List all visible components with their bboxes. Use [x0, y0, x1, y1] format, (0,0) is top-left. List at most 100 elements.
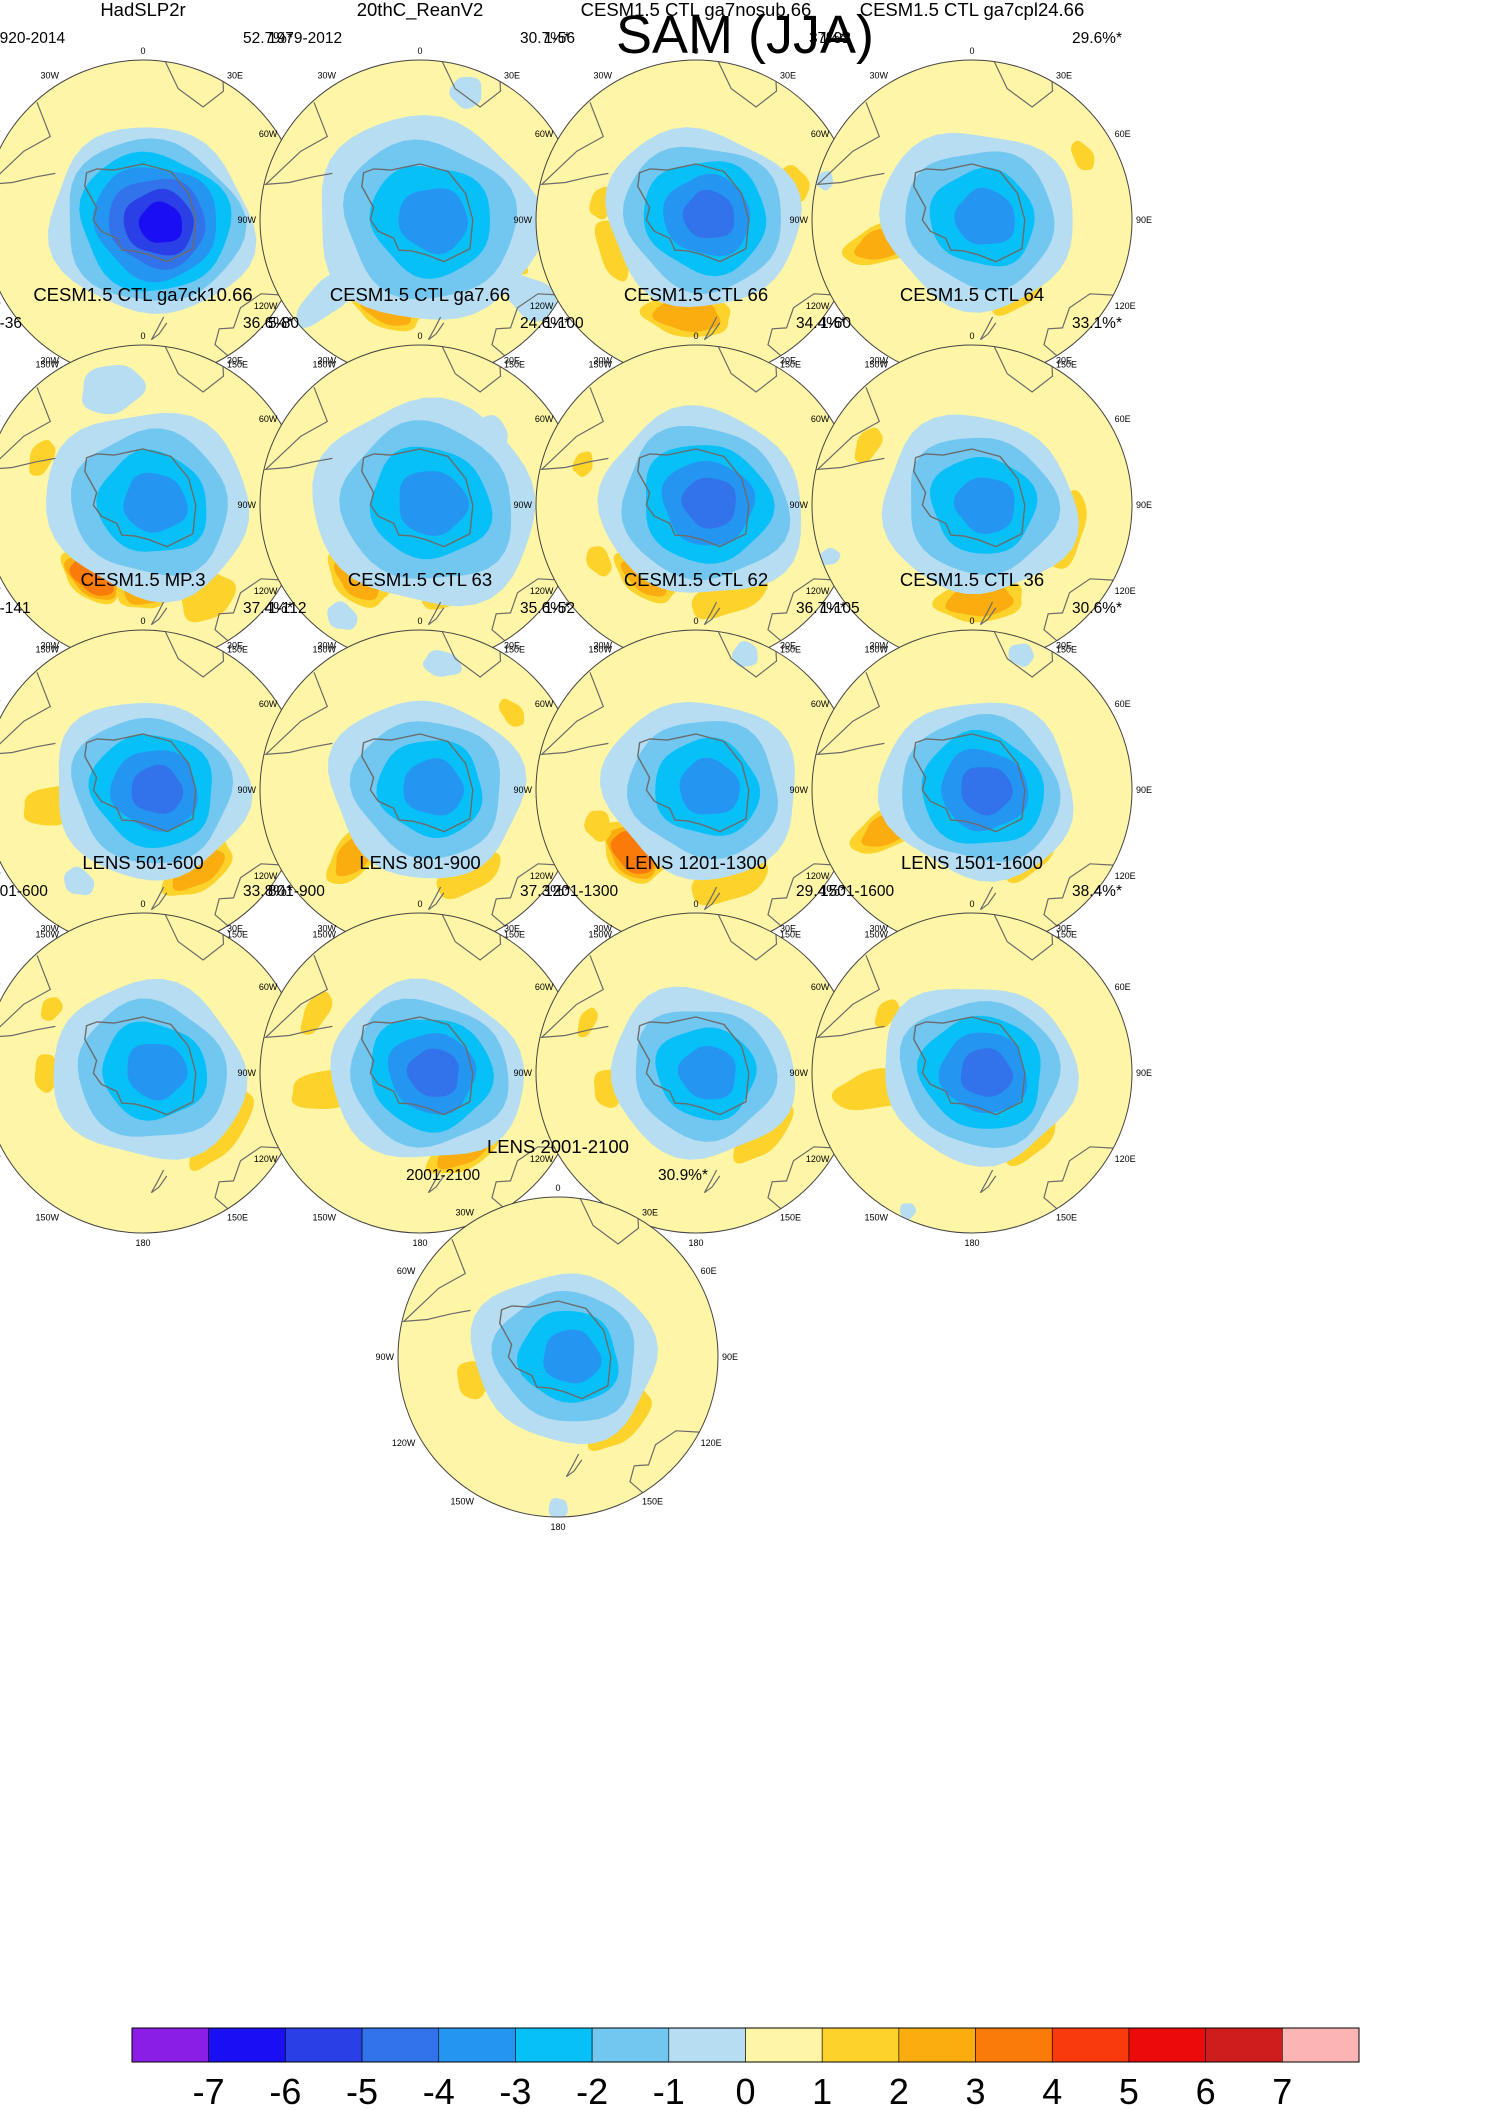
lon-label: 30W	[869, 70, 888, 80]
lon-label: 30W	[40, 70, 59, 80]
low-pressure-contour	[681, 477, 736, 529]
lon-label: 90W	[789, 500, 808, 510]
panel-period: 1-105	[820, 600, 860, 617]
lon-label: 30E	[1056, 70, 1072, 80]
australia-coastline	[491, 293, 562, 357]
south-america-coastline	[264, 955, 333, 1039]
colorbar-swatch	[131, 2027, 209, 2063]
low-pressure-contour	[131, 764, 184, 814]
panel-variance: 35.6%*	[520, 600, 570, 617]
lon-label: 60W	[535, 129, 554, 139]
lon-label: 90W	[513, 215, 532, 225]
lon-label: 0	[969, 331, 974, 341]
lon-label: 30E	[227, 70, 243, 80]
lon-label: 60W	[259, 129, 278, 139]
anomaly-contour	[40, 997, 63, 1021]
colorbar-tick-label: 4	[1042, 2071, 1062, 2110]
lon-label: 0	[140, 46, 145, 56]
lon-label: 150W	[312, 645, 336, 655]
africa-coastline	[993, 631, 1054, 678]
antarctica-coastline	[84, 1016, 197, 1116]
lon-label: 120W	[254, 301, 278, 311]
new-zealand-coastline	[979, 316, 997, 341]
map-panel: 030E60E90E120E150E180150W120W90W60W30WLE…	[513, 852, 876, 1248]
lon-label: 0	[140, 899, 145, 909]
colorbar-tick-label: -1	[653, 2071, 685, 2110]
map-panel: 030E60E90E120E150E180150W120W90W60W30WCE…	[789, 569, 1152, 965]
south-america-coastline	[540, 955, 609, 1039]
low-pressure-contour	[953, 477, 1015, 534]
map-panel: 030E60E90E120E150E180150W120W90W60W30WLE…	[0, 852, 323, 1248]
south-america-coastline	[0, 672, 56, 756]
colorbar-swatch	[1051, 2027, 1130, 2063]
south-america-coastline	[816, 102, 885, 186]
lon-label: 90W	[513, 785, 532, 795]
panel-title: CESM1.5 CTL ga7.66	[330, 284, 510, 305]
lon-label: 30E	[780, 923, 796, 933]
lon-label: 150W	[35, 1213, 59, 1223]
new-zealand-coastline	[150, 601, 168, 626]
lon-label: 60W	[811, 129, 830, 139]
map-border	[397, 1196, 719, 1518]
antarctica-coastline	[637, 733, 750, 833]
lon-label: 60W	[535, 982, 554, 992]
lon-label: 90E	[1136, 1068, 1152, 1078]
lon-label: 180	[964, 1238, 979, 1248]
new-zealand-coastline	[150, 316, 168, 341]
panel-period: 1201-1300	[544, 883, 619, 900]
lon-label: 120W	[254, 871, 278, 881]
lon-label: 90W	[237, 1068, 256, 1078]
new-zealand-coastline	[979, 886, 997, 911]
lon-label: 60W	[397, 1266, 416, 1276]
panel-title: CESM1.5 CTL ga7nosub.66	[581, 0, 812, 20]
panel-period: 501-600	[0, 883, 48, 900]
panel-title: CESM1.5 CTL 66	[624, 284, 768, 305]
lon-label: 0	[693, 46, 698, 56]
lon-label: 90W	[789, 785, 808, 795]
colorbar-tick-label: -2	[576, 2071, 608, 2110]
lon-label: 30E	[227, 923, 243, 933]
south-america-coastline	[264, 672, 333, 756]
antarctica-coastline	[913, 448, 1026, 548]
panel-period: 1-92	[820, 30, 851, 47]
lon-label: 30W	[317, 355, 336, 365]
low-pressure-contour	[123, 472, 188, 533]
lon-label: 30E	[1056, 355, 1072, 365]
lon-label: 120W	[392, 1438, 416, 1448]
lon-label: 120W	[254, 1154, 278, 1164]
lon-label: 30E	[780, 640, 796, 650]
panel-variance: 38.4%*	[1072, 883, 1122, 900]
lon-label: 60W	[535, 414, 554, 424]
lon-label: 90W	[375, 1352, 394, 1362]
lon-label: 0	[417, 46, 422, 56]
lon-label: 0	[969, 616, 974, 626]
panel-title: CESM1.5 CTL 62	[624, 569, 768, 590]
anomaly-contour	[584, 810, 612, 842]
lon-label: 0	[417, 616, 422, 626]
lon-label: 30W	[593, 70, 612, 80]
lon-label: 120W	[806, 301, 830, 311]
map-field	[264, 61, 562, 357]
lon-label: 30W	[593, 923, 612, 933]
lon-label: 90E	[722, 1352, 738, 1362]
australia-coastline	[1043, 293, 1114, 357]
panel-period: 1920-2014	[0, 30, 66, 47]
map-field	[540, 61, 838, 357]
lon-label: 30E	[227, 640, 243, 650]
lon-label: 30E	[1056, 640, 1072, 650]
panel-period: 1-52	[544, 600, 575, 617]
antarctica-coastline	[84, 448, 197, 548]
lon-label: 30E	[780, 355, 796, 365]
lon-label: 30W	[593, 640, 612, 650]
south-america-coastline	[540, 102, 609, 186]
lon-label: 150E	[1056, 645, 1077, 655]
panel-variance: 52.7%*	[243, 30, 293, 47]
panel-variance: 36.6%*	[243, 315, 293, 332]
map-panel: 030E60E90E120E150E180150W120W90W60W30WCE…	[237, 569, 600, 965]
colorbar-swatch	[1282, 2027, 1360, 2063]
lon-label: 120E	[1115, 586, 1136, 596]
map-field	[816, 914, 1114, 1220]
lon-label: 180	[550, 1522, 565, 1532]
south-america-coastline	[0, 387, 56, 471]
australia-coastline	[629, 1430, 700, 1494]
